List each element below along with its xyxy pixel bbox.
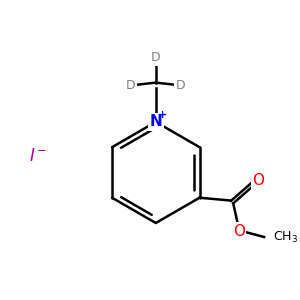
Text: D: D (126, 79, 135, 92)
Text: O: O (253, 173, 265, 188)
Text: +: + (158, 110, 167, 120)
Text: CH$_3$: CH$_3$ (272, 230, 298, 244)
Text: I$^-$: I$^-$ (29, 147, 47, 165)
Text: O: O (233, 224, 245, 239)
Text: D: D (176, 79, 186, 92)
Text: D: D (151, 51, 160, 64)
Text: N: N (149, 114, 162, 129)
